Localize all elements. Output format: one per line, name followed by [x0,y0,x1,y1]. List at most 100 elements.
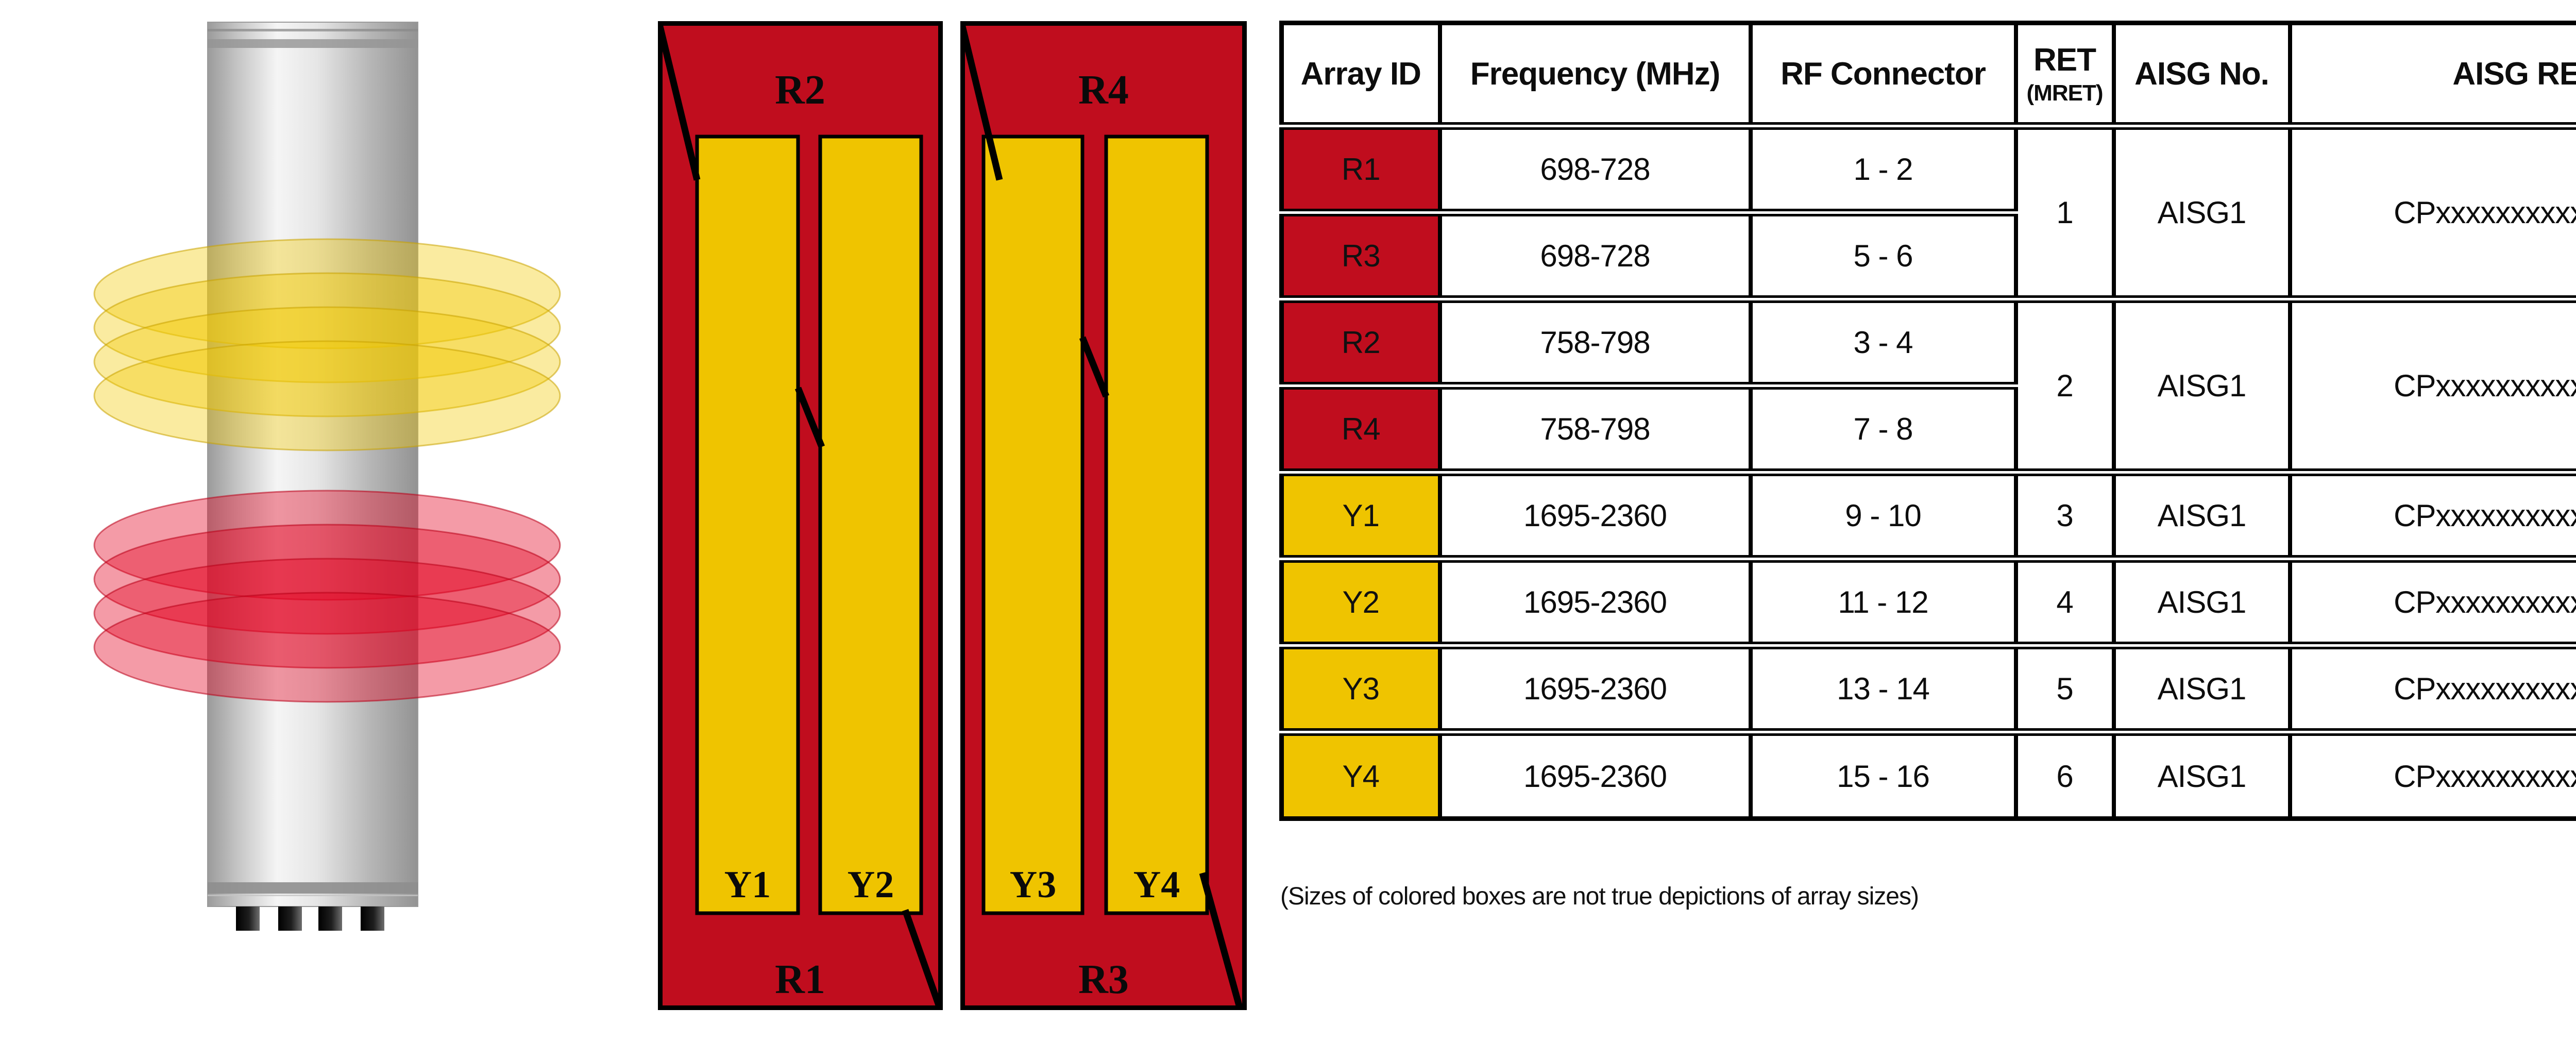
panel-slash-middle [794,387,825,448]
bar-label: Y3 [1010,864,1056,906]
frequency-cell: 758-798 [1439,299,1753,390]
table-header-row: Array ID Frequency (MHz) RF Connector RE… [1281,23,2576,130]
panel-bottom-label: R3 [1078,957,1129,1002]
antenna-cylinder [207,22,418,931]
array-bar-y4 [1104,135,1209,915]
aisg-ret-uid-cell: CPxxxxxxxxxxxxxxMM.1 [2290,126,2576,303]
yellow-beam-disc [93,272,561,383]
table-row-y1: Y1 1695-2360 9 - 10 3 AISG1 CPxxxxxxxxxx… [1281,472,2576,563]
array-panel-left: R2 Y1 Y2 R1 [658,21,943,1010]
red-beam-disc [93,524,561,635]
rf-connector-cell: 13 - 14 [1750,645,2018,736]
table-row-r3: R3 698-728 5 - 6 [1281,212,2576,303]
red-beam-disc [93,592,561,703]
cylinder-bottom-ring-highlight [208,895,418,896]
rf-connector-cell: 1 - 2 [1750,126,2018,216]
rf-connector-cell: 11 - 12 [1750,559,2018,649]
upper-beam-discs-yellow [93,238,561,451]
table-row-y3: Y3 1695-2360 13 - 14 5 AISG1 CPxxxxxxxxx… [1281,645,2576,736]
aisg-no-cell: AISG1 [2113,126,2292,303]
bar-label: Y2 [848,864,894,906]
table-row-y4: Y4 1695-2360 15 - 16 6 AISG1 CPxxxxxxxxx… [1281,732,2576,819]
array-id-cell: Y3 [1281,645,1442,736]
port-mapping-table: Array ID Frequency (MHz) RF Connector RE… [1279,21,2576,821]
aisg-no-cell: AISG1 [2113,472,2292,563]
header-ret: RET (MRET) [2015,23,2116,130]
red-beam-disc [93,558,561,669]
array-panel-right: R4 Y3 Y4 R3 [960,21,1247,1010]
array-id-cell: Y2 [1281,559,1442,649]
rf-connector-cell: 7 - 8 [1750,385,2018,476]
yellow-beam-disc [93,306,561,417]
array-bar-y2 [818,135,923,915]
connector-stub [278,906,302,931]
array-bar-y3 [981,135,1084,915]
bar-label: Y4 [1133,864,1180,906]
lower-beam-discs-red [93,490,561,703]
aisg-no-cell: AISG1 [2113,559,2292,649]
panel-slash-top-left [658,23,701,181]
aisg-no-cell: AISG1 [2113,299,2292,476]
ret-cell: 6 [2015,732,2116,819]
table-row-r2: R2 758-798 3 - 4 2 AISG1 CPxxxxxxxxxxxxx… [1281,299,2576,476]
array-id-cell: Y4 [1281,732,1442,819]
size-disclaimer-note: (Sizes of colored boxes are not true dep… [1280,883,1919,910]
header-ret-sub: (MRET) [2026,80,2104,106]
panel-slash-top-left [960,23,1003,181]
cylinder-top-rim-line [208,29,418,31]
ret-cell: 5 [2015,645,2116,736]
antenna-figure [93,22,561,931]
panel-top-label: R4 [1078,68,1129,113]
rf-connector-cell: 9 - 10 [1750,472,2018,563]
array-id-cell: R3 [1281,212,1442,303]
aisg-no-cell: AISG1 [2113,732,2292,819]
frequency-cell: 758-798 [1439,385,1753,476]
rf-connector-cell: 5 - 6 [1750,212,2018,303]
cylinder-bottom-ring [208,882,418,894]
yellow-beam-disc [93,340,561,451]
table-row-r1: R1 698-728 1 - 2 1 AISG1 CPxxxxxxxxxxxxx… [1281,126,2576,303]
aisg-ret-uid-cell: CPxxxxxxxxxxxxxxMM.3 [2290,472,2576,563]
bottom-connector-stubs [236,906,384,931]
yellow-beam-disc [93,238,561,349]
ret-cell: 3 [2015,472,2116,563]
frequency-cell: 1695-2360 [1439,559,1753,649]
ret-cell: 1 [2015,126,2116,303]
table-row-y2: Y2 1695-2360 11 - 12 4 AISG1 CPxxxxxxxxx… [1281,559,2576,649]
aisg-ret-uid-cell: CPxxxxxxxxxxxxxxMM.6 [2394,759,2576,794]
bar-label: Y1 [724,864,771,906]
frequency-cell: 698-728 [1439,212,1753,303]
connector-stub [236,906,260,931]
frequency-cell: 1695-2360 [1439,472,1753,563]
aisg-ret-uid-cell: CPxxxxxxxxxxxxxxMM.5 [2290,645,2576,736]
table-row-r4: R4 758-798 7 - 8 [1281,385,2576,476]
cylinder-top-band [208,39,418,48]
panel-slash-bottom-right [902,909,943,1008]
rf-connector-cell: 3 - 4 [1750,299,2018,390]
array-bar-y1 [695,135,800,915]
panel-top-label: R2 [775,68,825,113]
header-ret-main: RET [2033,42,2096,78]
panel-bottom-label: R1 [775,957,825,1002]
aisg-no-cell: AISG1 [2113,645,2292,736]
panel-slash-middle [1079,336,1110,398]
connector-stub [318,906,342,931]
red-beam-disc [93,490,561,601]
aisg-ret-uid-cell: CPxxxxxxxxxxxxxxMM.2 [2290,299,2576,476]
rf-connector-cell: 15 - 16 [1750,732,2018,819]
array-id-cell: R1 [1281,126,1442,216]
frequency-cell: 698-728 [1439,126,1753,216]
header-array-id: Array ID [1281,23,1442,130]
header-frequency: Frequency (MHz) [1439,23,1753,130]
ret-cell: 2 [2015,299,2116,476]
connector-stub [361,906,384,931]
header-aisg-ret-uid: AISG RET UID [2290,23,2576,130]
ret-cell: 4 [2015,559,2116,649]
aisg-ret-uid-cell: CPxxxxxxxxxxxxxxMM.4 [2290,559,2576,649]
frequency-cell: 1695-2360 [1439,732,1753,819]
array-id-cell: R2 [1281,299,1442,390]
frequency-cell: 1695-2360 [1439,645,1753,736]
panel-slash-bottom-right [1199,872,1244,1010]
array-id-cell: R4 [1281,385,1442,476]
